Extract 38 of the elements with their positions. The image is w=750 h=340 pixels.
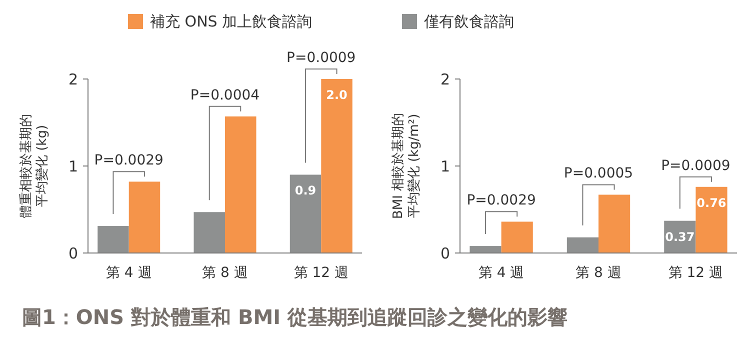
data-label: 0.37: [665, 230, 695, 244]
data-label: 0.76: [696, 196, 726, 210]
bar: [290, 174, 322, 253]
bar: [598, 194, 630, 253]
bar: [128, 182, 160, 253]
annotation: P=0.0029: [466, 192, 536, 209]
annotation: P=0.0009: [661, 158, 730, 174]
text: P=0.0009: [286, 50, 356, 66]
bar: [501, 222, 533, 253]
annotation: P=0.0029: [94, 152, 164, 169]
x-tick-label: 第 4 週: [106, 265, 152, 281]
data-label: 0.9: [294, 184, 316, 198]
x-tick-label: 第 4 週: [478, 265, 524, 281]
legend-label: 補充 ONS 加上飲食諮詢: [150, 12, 312, 30]
x-tick-label: 第 8 週: [202, 265, 248, 281]
x-tick-label: 第 12 週: [668, 265, 724, 281]
bar: [194, 212, 225, 253]
y-axis-title: BMI 相較於基期的平均變化 (kg/m²): [391, 112, 422, 220]
y-tick-label: 1: [440, 157, 450, 176]
bar: [566, 237, 598, 253]
annotation: P=0.0004: [190, 87, 260, 104]
x-tick-label: 第 12 週: [294, 265, 348, 281]
y-tick-label: 0: [440, 244, 450, 262]
bar: [98, 226, 129, 253]
annotation: P=0.0005: [564, 166, 634, 182]
legend-label: 僅有飲食諮詢: [423, 12, 514, 30]
bar: [470, 246, 502, 253]
y-tick-label: 1: [68, 157, 78, 176]
y-tick-label: 2: [440, 70, 450, 88]
y-axis-title: 體重相較於基期的平均變化 (kg): [19, 114, 50, 218]
bar: [225, 116, 256, 253]
bar: [696, 186, 728, 253]
text: 圖1：ONS 對於體重和 BMI 從基期到追蹤回診之變化的影響: [22, 305, 568, 329]
y-tick-label: 0: [68, 244, 78, 262]
x-tick-label: 第 8 週: [576, 265, 622, 281]
data-label: 2.0: [326, 88, 348, 102]
bar: [321, 79, 352, 253]
y-tick-label: 2: [68, 70, 78, 88]
